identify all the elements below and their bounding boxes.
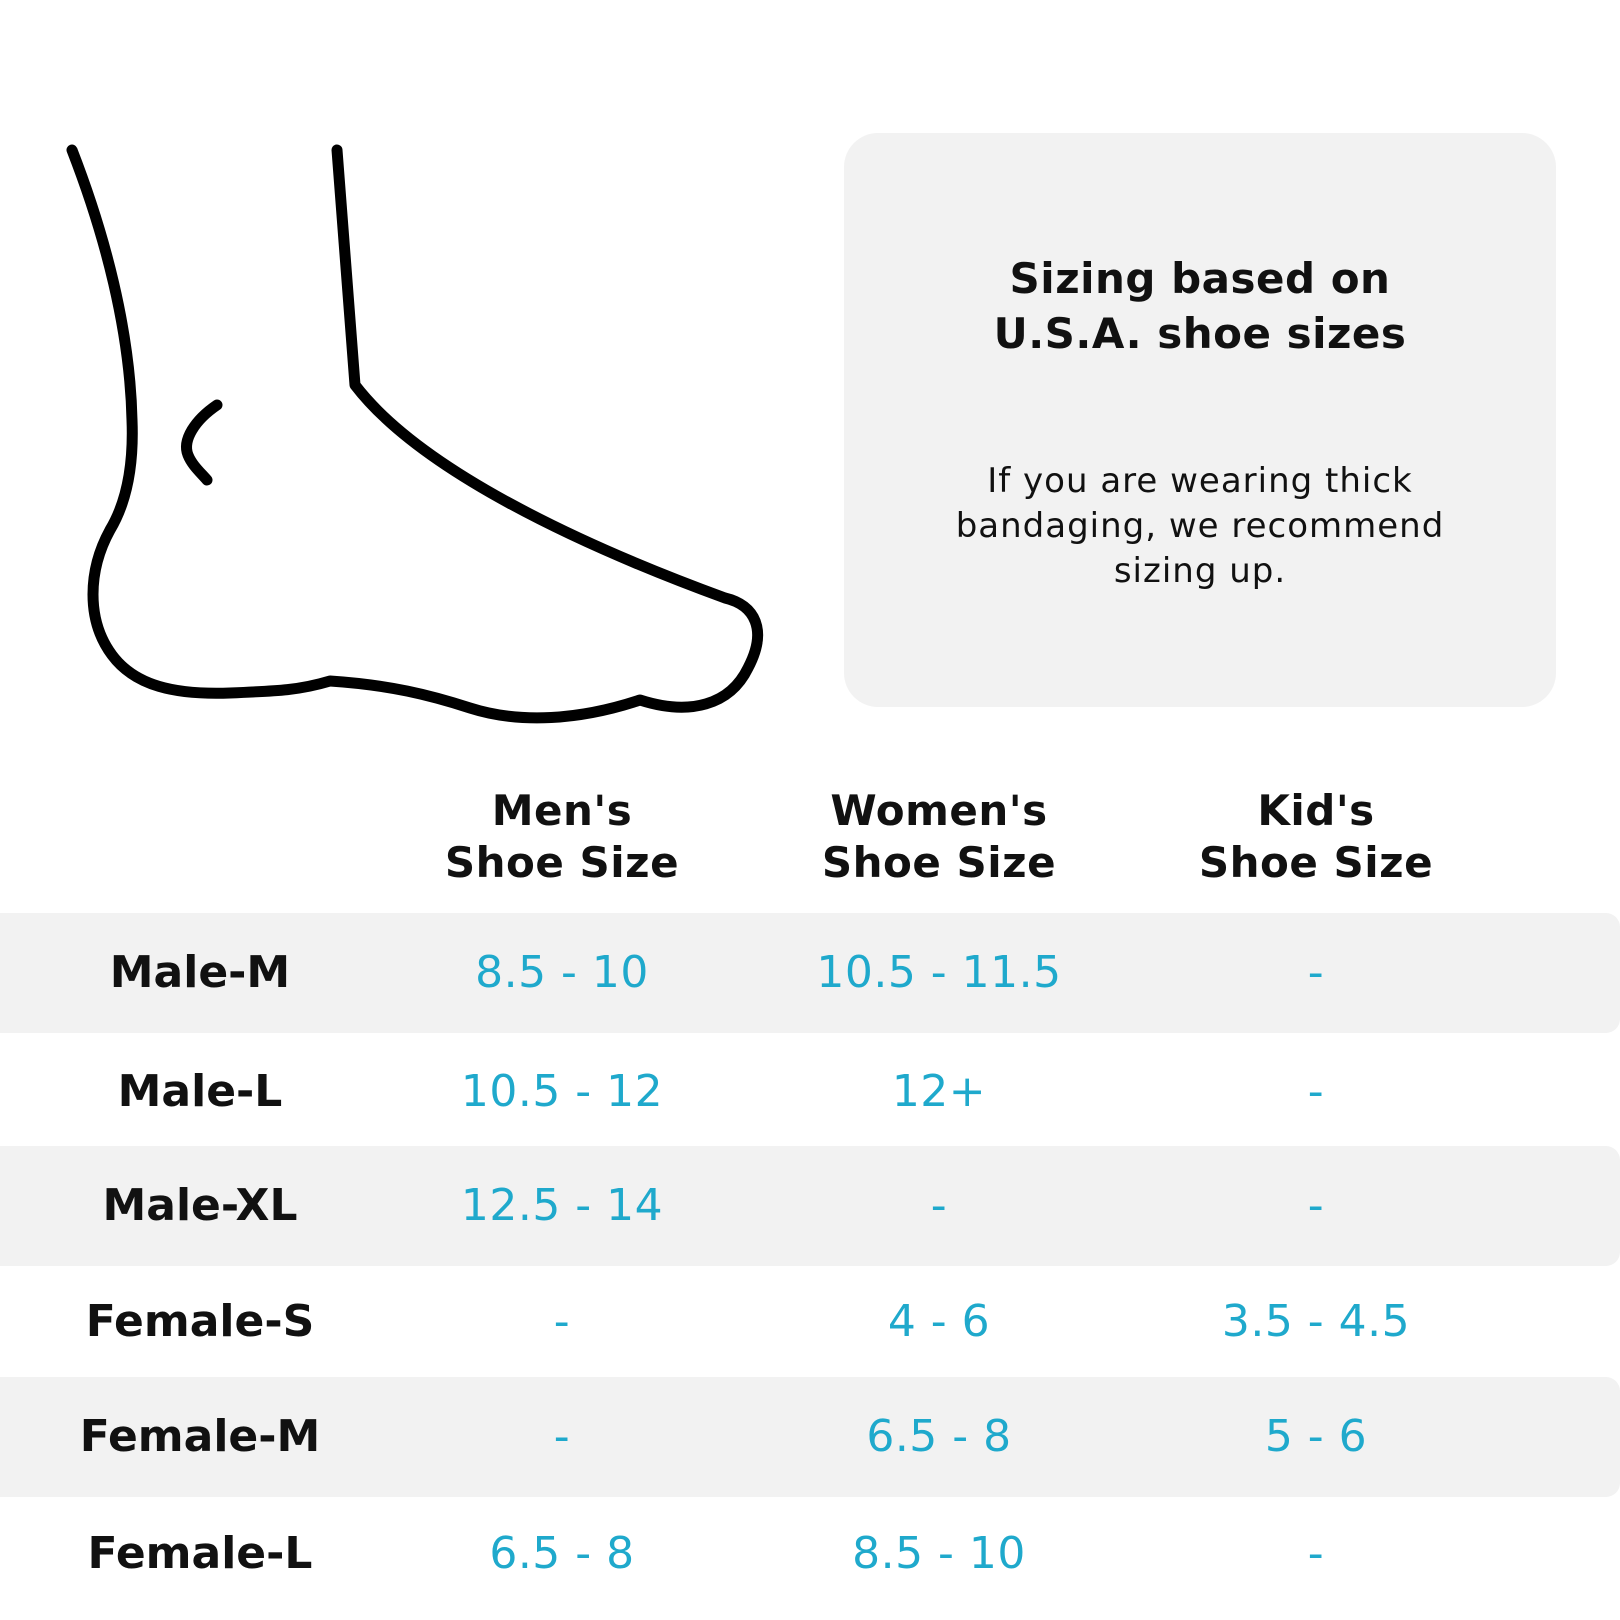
sizing-info-panel: Sizing based on U.S.A. shoe sizes If you… <box>844 133 1556 707</box>
kids-size-value: - <box>1307 1066 1325 1117</box>
womens-size-value: 10.5 - 11.5 <box>816 947 1062 998</box>
womens-size-value: 6.5 - 8 <box>866 1411 1012 1462</box>
size-label: Female-L <box>87 1528 313 1579</box>
womens-size-value: - <box>930 1180 948 1231</box>
column-header-kids-line1: Kid's <box>1257 786 1375 835</box>
column-header-kids-line2: Shoe Size <box>1198 838 1434 887</box>
column-header-womens-line1: Women's <box>830 786 1048 835</box>
size-label: Female-M <box>79 1411 321 1462</box>
kids-size-value: - <box>1307 1180 1325 1231</box>
column-header-mens: Men's Shoe Size <box>372 785 752 889</box>
column-header-womens: Women's Shoe Size <box>749 785 1129 889</box>
mens-size-value: 12.5 - 14 <box>460 1180 664 1231</box>
size-label: Male-XL <box>102 1180 298 1231</box>
mens-size-value: 8.5 - 10 <box>475 947 649 998</box>
column-header-mens-line1: Men's <box>491 786 633 835</box>
kids-size-value: - <box>1307 1528 1325 1579</box>
size-row-male-m: Male-M 8.5 - 10 10.5 - 11.5 - <box>0 913 1620 1033</box>
kids-size-value: 3.5 - 4.5 <box>1221 1296 1411 1347</box>
mens-size-value: - <box>553 1411 571 1462</box>
size-row-female-m: Female-M - 6.5 - 8 5 - 6 <box>0 1377 1620 1497</box>
size-row-female-s: Female-S - 4 - 6 3.5 - 4.5 <box>0 1262 1620 1382</box>
womens-size-value: 8.5 - 10 <box>852 1528 1026 1579</box>
womens-size-value: 4 - 6 <box>887 1296 991 1347</box>
size-row-male-l: Male-L 10.5 - 12 12+ - <box>0 1032 1620 1152</box>
kids-size-value: - <box>1307 947 1325 998</box>
sizing-info-title: Sizing based on U.S.A. shoe sizes <box>844 251 1556 361</box>
column-header-womens-line2: Shoe Size <box>821 838 1057 887</box>
womens-size-value: 12+ <box>891 1066 987 1117</box>
column-header-kids: Kid's Shoe Size <box>1126 785 1506 889</box>
column-header-mens-line2: Shoe Size <box>444 838 680 887</box>
size-label: Male-L <box>117 1066 283 1117</box>
size-label: Female-S <box>85 1296 315 1347</box>
mens-size-value: - <box>553 1296 571 1347</box>
kids-size-value: 5 - 6 <box>1264 1411 1368 1462</box>
sizing-info-title-line1: Sizing based on <box>1009 254 1391 303</box>
mens-size-value: 6.5 - 8 <box>489 1528 635 1579</box>
mens-size-value: 10.5 - 12 <box>460 1066 664 1117</box>
size-label: Male-M <box>109 947 291 998</box>
sizing-info-title-line2: U.S.A. shoe sizes <box>993 309 1407 358</box>
size-row-female-l: Female-L 6.5 - 8 8.5 - 10 - <box>0 1494 1620 1614</box>
foot-outline-icon <box>66 144 763 724</box>
bandaging-note: If you are wearing thick bandaging, we r… <box>955 461 1445 591</box>
size-row-male-xl: Male-XL 12.5 - 14 - - <box>0 1146 1620 1266</box>
